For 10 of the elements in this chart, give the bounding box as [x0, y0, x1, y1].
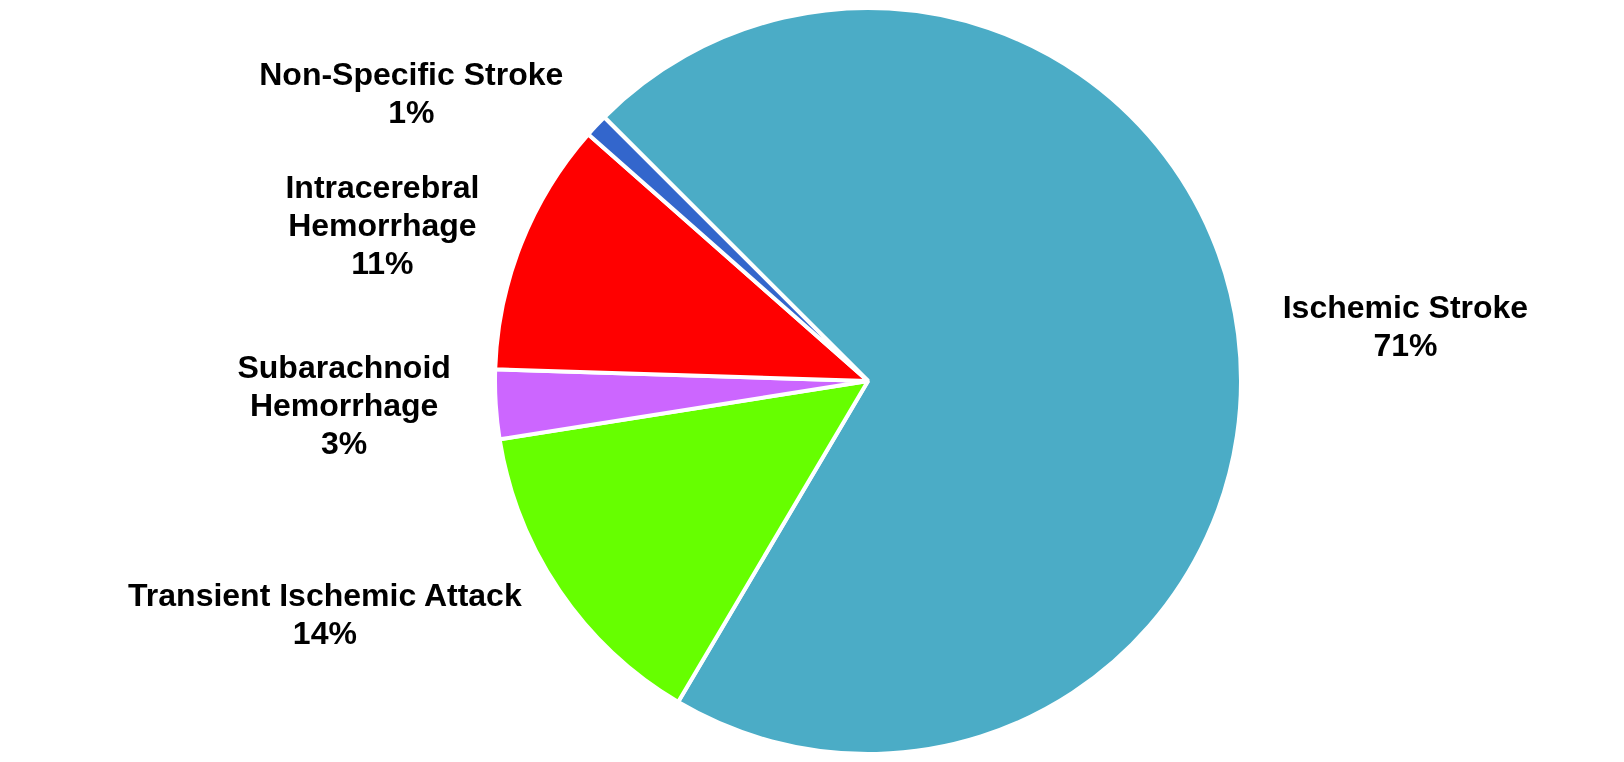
slice-label: Non-Specific Stroke: [259, 55, 564, 92]
slice-label: Ischemic Stroke: [1282, 289, 1529, 326]
data-label: 14%: [292, 614, 357, 651]
data-label: 3%: [321, 425, 368, 462]
data-label: 11%: [351, 244, 414, 281]
data-label: 1%: [388, 93, 435, 130]
data-label: 71%: [1373, 327, 1438, 364]
slice-label: Intracerebral Hemorrhage: [285, 168, 480, 243]
slice-label: Subarachnoid Hemorrhage: [237, 349, 451, 424]
slice-label: Transient Ischemic Attack: [128, 576, 522, 613]
